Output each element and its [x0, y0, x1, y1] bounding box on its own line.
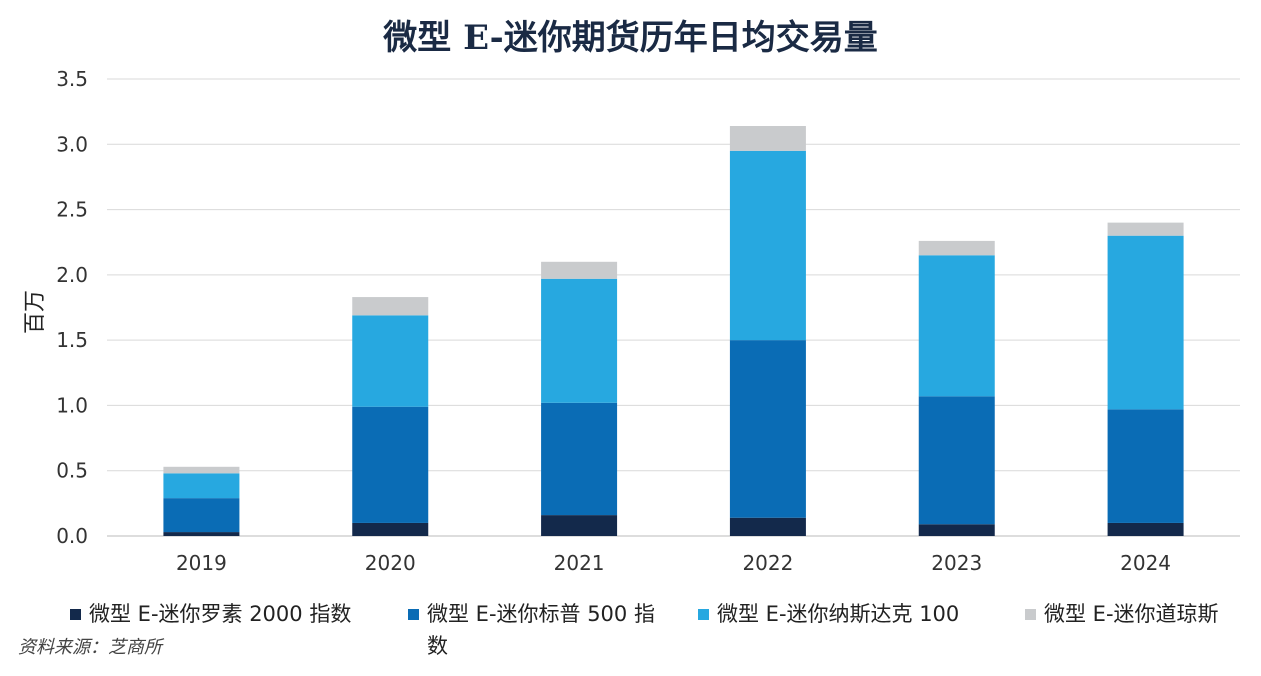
y-tick-label: 0.5 — [56, 459, 88, 483]
bar-segment — [729, 126, 806, 151]
bar-segment — [163, 466, 240, 474]
bar-segment — [541, 261, 618, 279]
bar-segment — [541, 402, 618, 516]
x-tick-label: 2021 — [554, 551, 605, 575]
legend-item-dow-jones: 微型 E-迷你道琼斯 — [1025, 598, 1219, 630]
legend-swatch — [70, 609, 81, 620]
y-tick-labels: 0.0 0.5 1.0 1.5 2.0 2.5 3.0 3.5 — [56, 67, 88, 548]
y-tick-label: 2.0 — [56, 263, 88, 287]
legend-label: 微型 E-迷你道琼斯 — [1044, 602, 1219, 626]
legend-label: 微型 E-迷你罗素 2000 指数 — [89, 602, 352, 626]
bar-segment — [352, 522, 429, 536]
chart-title: 微型 E-迷你期货历年日均交易量 — [383, 18, 878, 58]
bar-segment — [163, 473, 240, 499]
y-tick-label: 3.0 — [56, 132, 88, 156]
bar-segment — [352, 297, 429, 316]
bar-segment — [918, 524, 995, 536]
bar-segment — [1107, 222, 1184, 236]
y-tick-label: 1.0 — [56, 393, 88, 417]
bar-segment — [352, 406, 429, 523]
y-tick-label: 1.5 — [56, 328, 88, 352]
y-tick-label: 2.5 — [56, 198, 88, 222]
bar-segment — [352, 315, 429, 407]
chart-plot: 0.0 0.5 1.0 1.5 2.0 2.5 3.0 3.5 2019 2020 2021 202… — [23, 67, 1240, 575]
legend-label: 微型 E-迷你标普 500 指 数 — [427, 602, 655, 658]
legend-swatch — [698, 609, 709, 620]
legend-label: 微型 E-迷你纳斯达克 100 — [717, 602, 960, 626]
bars — [163, 126, 1184, 536]
x-tick-label: 2022 — [742, 551, 793, 575]
bar-segment — [163, 498, 240, 533]
bar-segment — [541, 515, 618, 536]
x-tick-label: 2024 — [1120, 551, 1171, 575]
x-tick-label: 2020 — [365, 551, 416, 575]
bar-segment — [163, 532, 240, 536]
y-tick-label: 3.5 — [56, 67, 88, 91]
bar-segment — [729, 517, 806, 536]
legend-swatch — [1025, 609, 1036, 620]
bar-segment — [918, 255, 995, 397]
bar-segment — [1107, 409, 1184, 523]
legend-item-sp-500: 微型 E-迷你标普 500 指 数 — [408, 598, 670, 662]
y-tick-label: 0.0 — [56, 524, 88, 548]
legend-swatch — [408, 609, 419, 620]
bar-segment — [918, 396, 995, 525]
x-tick-label: 2023 — [931, 551, 982, 575]
bar-segment — [1107, 522, 1184, 536]
bar-segment — [918, 240, 995, 256]
y-axis-label: 百万 — [23, 290, 48, 334]
gridlines — [107, 78, 1240, 537]
legend-item-russell-2000: 微型 E-迷你罗素 2000 指数 — [70, 598, 351, 630]
legend-item-nasdaq-100: 微型 E-迷你纳斯达克 100 — [698, 598, 959, 630]
bar-segment — [541, 278, 618, 403]
bar-segment — [729, 150, 806, 341]
bar-segment — [729, 340, 806, 518]
bar-segment — [1107, 235, 1184, 410]
x-tick-labels: 2019 2020 2021 2022 2023 2024 — [176, 551, 1171, 575]
source-note: 资料来源：芝商所 — [18, 637, 162, 658]
x-tick-label: 2019 — [176, 551, 227, 575]
